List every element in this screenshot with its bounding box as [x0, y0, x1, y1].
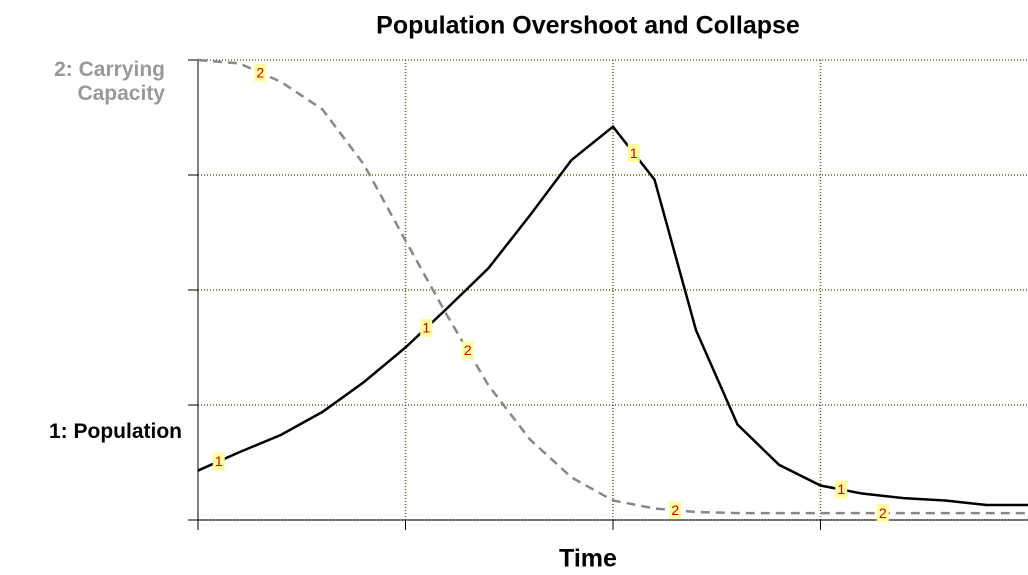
series-marker: 1 — [835, 480, 848, 499]
x-axis-label: Time — [559, 545, 617, 573]
marker-label: 2 — [671, 502, 679, 518]
chart-title: Population Overshoot and Collapse — [376, 12, 800, 40]
marker-box — [420, 318, 433, 337]
series-marker: 1 — [420, 318, 433, 337]
marker-box — [461, 341, 474, 360]
marker-label: 1 — [837, 481, 845, 497]
marker-box — [876, 504, 889, 523]
series-marker: 2 — [254, 63, 267, 82]
marker-label: 1 — [422, 320, 430, 336]
series-label: 2: Carrying Capacity — [54, 58, 165, 105]
marker-label: 2 — [464, 342, 472, 358]
marker-box — [669, 501, 682, 520]
series-line — [197, 124, 1028, 507]
marker-label: 1 — [215, 453, 223, 469]
series-marker: 2 — [876, 504, 889, 523]
series-marker: 2 — [461, 341, 474, 360]
series-label: 1: Population — [49, 420, 182, 443]
marker-box — [212, 452, 225, 471]
series-line — [197, 58, 1028, 515]
marker-label: 2 — [256, 64, 264, 80]
marker-box — [627, 144, 640, 163]
series-marker: 1 — [627, 144, 640, 163]
marker-box — [254, 63, 267, 82]
marker-box — [835, 480, 848, 499]
series-marker: 2 — [669, 501, 682, 520]
marker-label: 2 — [879, 505, 887, 521]
series-marker: 1 — [212, 452, 225, 471]
marker-label: 1 — [630, 145, 638, 161]
